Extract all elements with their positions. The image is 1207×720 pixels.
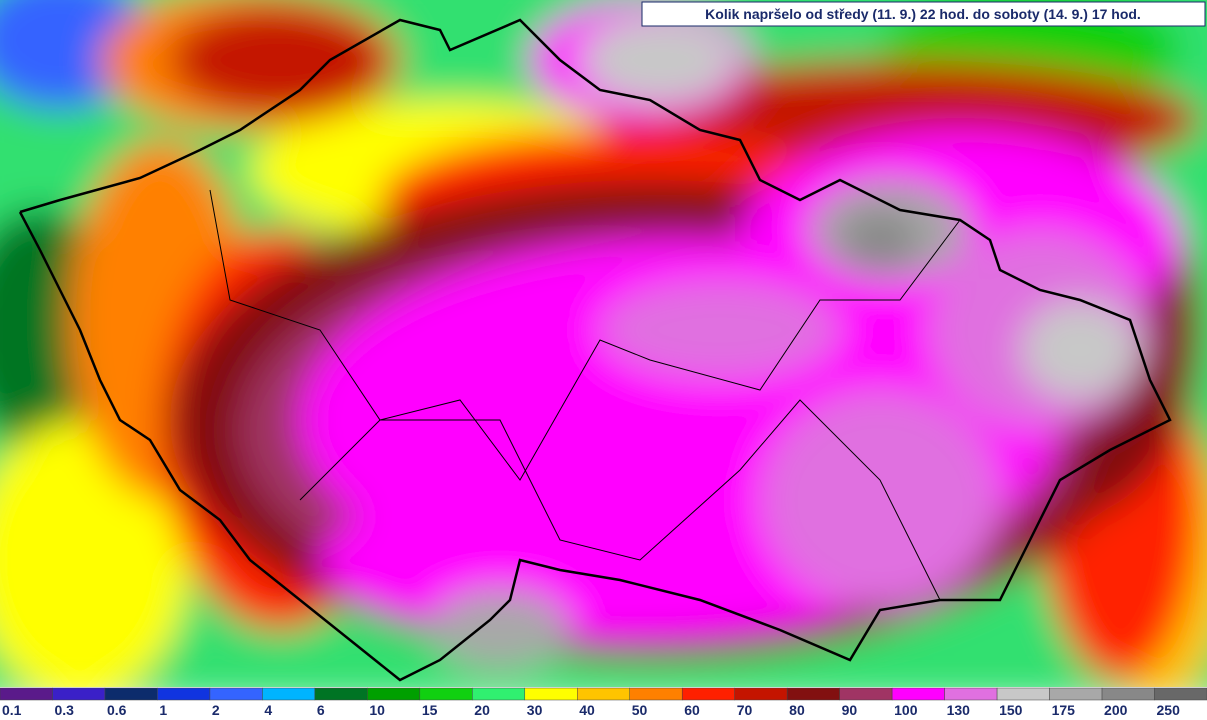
legend-swatch	[1101, 687, 1155, 701]
legend-label: 70	[737, 702, 753, 718]
legend-swatch	[944, 687, 998, 701]
region-border	[299, 399, 941, 601]
legend-swatch	[786, 687, 840, 701]
legend-label: 2	[212, 702, 220, 718]
legend-swatch	[367, 687, 421, 701]
legend-label: 130	[947, 702, 971, 718]
legend-label: 0.3	[54, 702, 74, 718]
legend-label: 50	[632, 702, 648, 718]
legend-label: 60	[684, 702, 700, 718]
legend-swatch	[419, 687, 473, 701]
legend-label: 175	[1052, 702, 1076, 718]
legend-label: 250	[1157, 702, 1181, 718]
legend-label: 4	[264, 702, 272, 718]
legend-label: 100	[894, 702, 918, 718]
legend-swatch	[209, 687, 263, 701]
legend-label: 200	[1104, 702, 1128, 718]
legend-label: 40	[579, 702, 595, 718]
legend-swatch	[1154, 687, 1207, 701]
title-box	[641, 1, 1206, 27]
legend-label: 1	[159, 702, 167, 718]
legend-swatch	[996, 687, 1050, 701]
legend-swatch	[629, 687, 683, 701]
country-border	[18, 18, 1172, 682]
legend-swatch	[472, 687, 526, 701]
legend-swatch	[891, 687, 945, 701]
legend-swatch	[262, 687, 316, 701]
legend-swatch	[0, 687, 53, 701]
legend: 0.1 0.3 0.6 1 2 4 6 10 15 20 30 40 50 60 70 80 90 100 130 1…	[0, 687, 1207, 718]
legend-swatch	[839, 687, 893, 701]
legend-swatch	[314, 687, 368, 701]
legend-swatch	[734, 687, 788, 701]
legend-label: 10	[369, 702, 385, 718]
map-title: Kolik napršelo od středy (11. 9.) 22 hod…	[705, 6, 1141, 22]
legend-label: 20	[474, 702, 490, 718]
legend-label: 6	[317, 702, 325, 718]
legend-swatch	[577, 687, 630, 701]
legend-label: 90	[842, 702, 858, 718]
legend-label: 0.6	[107, 702, 127, 718]
legend-swatch	[157, 687, 211, 701]
region-border	[209, 189, 961, 481]
legend-swatch	[681, 687, 735, 701]
legend-label: 30	[527, 702, 543, 718]
precipitation-field	[0, 0, 1207, 700]
legend-label: 80	[789, 702, 805, 718]
legend-swatch	[524, 687, 578, 701]
legend-label: 15	[422, 702, 438, 718]
legend-label: 0.1	[2, 702, 22, 718]
legend-swatch	[1049, 687, 1103, 701]
legend-swatch	[52, 687, 106, 701]
legend-label: 150	[999, 702, 1023, 718]
legend-swatch	[104, 687, 158, 701]
